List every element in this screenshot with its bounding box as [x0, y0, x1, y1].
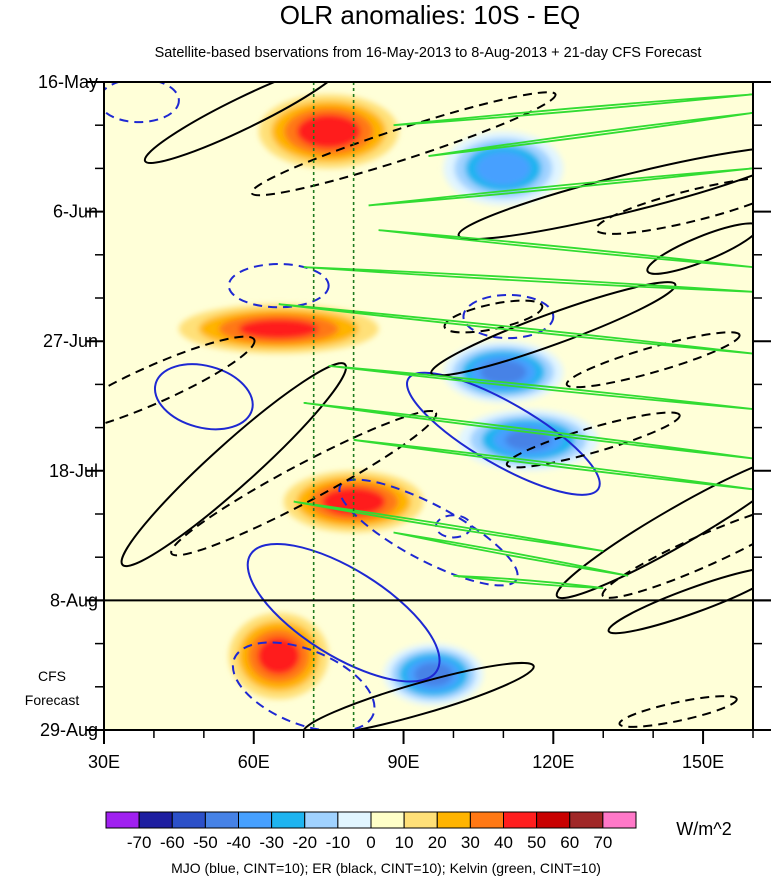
- colorbar-swatch: [337, 811, 372, 829]
- colorbar-tick-label: 20: [428, 833, 447, 852]
- y-tick-label: 16-May: [38, 72, 98, 92]
- colorbar-tick-label: -10: [326, 833, 351, 852]
- x-tick-label: 150E: [682, 752, 724, 772]
- x-tick-label: 120E: [532, 752, 574, 772]
- anomaly-contours: [104, 82, 753, 730]
- colorbar-tick-label: 40: [494, 833, 513, 852]
- y-tick-label: 8-Aug: [50, 590, 98, 610]
- colorbar-tick-label: 50: [527, 833, 546, 852]
- er-contour: [170, 409, 438, 557]
- er-contour: [555, 453, 753, 600]
- kelvin-contour: [428, 111, 753, 157]
- x-tick-label: 30E: [88, 752, 120, 772]
- colorbar-tick-label: -50: [193, 833, 218, 852]
- er-contour: [104, 335, 256, 434]
- er-contour: [607, 566, 753, 635]
- colorbar-swatch: [105, 811, 140, 829]
- colorbar: -70 -60 -50 -40 -30 -20 -10 0 10 20 30 40 50 60 70: [105, 811, 637, 852]
- er-contour: [618, 695, 738, 728]
- y-tick-label: 6-Jun: [53, 202, 98, 222]
- y-tick-label: 18-Jul: [49, 461, 98, 481]
- olr-anomaly-patch: [505, 429, 552, 451]
- x-tick-label: 90E: [388, 752, 420, 772]
- olr-anomaly-patch: [476, 151, 531, 186]
- colorbar-tick-label: 10: [395, 833, 414, 852]
- mjo-contour: [153, 363, 254, 431]
- er-contour: [302, 661, 535, 730]
- er-contour: [565, 331, 741, 389]
- plot-frame: [103, 81, 754, 731]
- y-tick-label: 29-Aug: [40, 720, 98, 740]
- colorbar-swatch: [304, 811, 339, 829]
- contour-legend-text: MJO (blue, CINT=10); ER (black, CINT=10)…: [171, 860, 601, 876]
- plot-area: [86, 81, 771, 731]
- colorbar-swatch: [436, 811, 471, 829]
- colorbar-swatch: [138, 811, 173, 829]
- x-tick-label: 60E: [238, 752, 270, 772]
- mjo-contour: [227, 263, 330, 309]
- kelvin-contour: [293, 500, 604, 552]
- colorbar-swatch: [602, 811, 637, 829]
- kelvin-contour: [368, 167, 753, 207]
- olr-anomaly-patch: [238, 318, 319, 339]
- chart-title: OLR anomalies: 10S - EQ: [280, 0, 581, 30]
- colorbar-swatch: [469, 811, 504, 829]
- olr-anomaly-patch: [480, 360, 527, 384]
- kelvin-contour: [303, 402, 753, 460]
- colorbar-swatch: [204, 811, 239, 829]
- er-contour: [430, 281, 677, 377]
- kelvin-contour: [453, 574, 604, 589]
- colorbar-tick-label: 30: [461, 833, 480, 852]
- er-contour: [143, 82, 344, 164]
- er-contour: [120, 362, 348, 568]
- colorbar-swatch: [503, 811, 538, 829]
- kelvin-contour: [328, 364, 753, 410]
- er-contour: [250, 91, 557, 197]
- er-contour: [601, 503, 753, 599]
- mjo-contour: [406, 371, 601, 496]
- forecast-label-line-2: Forecast: [25, 692, 80, 708]
- kelvin-contour: [393, 531, 629, 577]
- colorbar-tick-label: -60: [160, 833, 185, 852]
- olr-anomaly-patch: [257, 637, 300, 675]
- colorbar-tick-label: -30: [259, 833, 284, 852]
- colorbar-tick-label: -20: [292, 833, 317, 852]
- kelvin-contour: [393, 93, 753, 127]
- colorbar-tick-label: -40: [226, 833, 251, 852]
- forecast-label-line-1: CFS: [38, 668, 66, 684]
- colorbar-tick-label: 0: [366, 833, 375, 852]
- chart-subtitle: Satellite-based bservations from 16-May-…: [155, 45, 702, 61]
- mjo-contour: [462, 293, 555, 340]
- kelvin-contour: [278, 303, 753, 355]
- olr-anomaly-patch: [296, 114, 361, 149]
- colorbar-tick-label: 70: [593, 833, 612, 852]
- colorbar-swatch: [171, 811, 206, 829]
- colorbar-swatch: [536, 811, 571, 829]
- colorbar-units: W/m^2: [676, 819, 731, 839]
- mjo-contour: [104, 82, 180, 124]
- colorbar-swatch: [370, 811, 405, 829]
- colorbar-swatch: [403, 811, 438, 829]
- mjo-contour: [231, 641, 376, 730]
- mjo-contour: [246, 542, 441, 683]
- colorbar-swatch: [271, 811, 306, 829]
- colorbar-swatch: [238, 811, 273, 829]
- kelvin-contour: [353, 439, 753, 491]
- colorbar-tick-label: -70: [127, 833, 152, 852]
- kelvin-contour: [303, 266, 753, 293]
- reference-longitude-lines: [312, 82, 355, 730]
- er-contour: [646, 222, 753, 275]
- colorbar-tick-label: 60: [560, 833, 579, 852]
- er-contour: [457, 146, 753, 241]
- colorbar-swatch: [569, 811, 604, 829]
- kelvin-contour: [378, 229, 753, 269]
- er-contour: [505, 411, 681, 469]
- axes: 16-May 6-Jun 27-Jun 18-Jul 8-Aug 29-Aug 30E 60E…: [38, 72, 771, 772]
- y-tick-label: 27-Jun: [43, 331, 98, 351]
